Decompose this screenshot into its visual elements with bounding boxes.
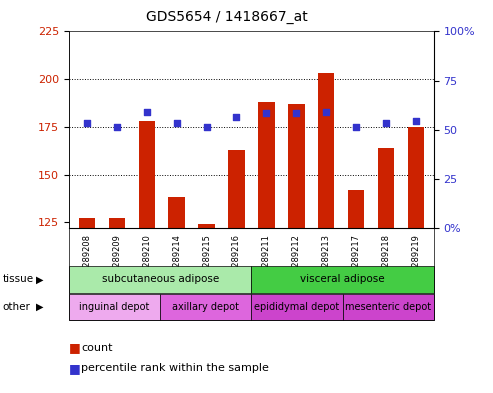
Text: axillary depot: axillary depot	[173, 302, 239, 312]
Point	[262, 110, 270, 117]
Point	[83, 120, 91, 126]
Bar	[258, 102, 275, 228]
Bar	[198, 224, 215, 228]
Bar	[318, 73, 334, 228]
Point	[233, 114, 241, 120]
Text: ■: ■	[69, 362, 81, 375]
Text: epididymal depot: epididymal depot	[254, 302, 340, 312]
Text: ▶: ▶	[35, 302, 43, 312]
Point	[203, 124, 211, 130]
Bar	[348, 190, 364, 228]
Text: GDS5654 / 1418667_at: GDS5654 / 1418667_at	[146, 10, 308, 24]
Bar	[139, 121, 155, 228]
Point	[143, 108, 151, 115]
Text: mesenteric depot: mesenteric depot	[345, 302, 431, 312]
Text: count: count	[81, 343, 113, 353]
Point	[382, 120, 390, 126]
Text: subcutaneous adipose: subcutaneous adipose	[102, 274, 219, 285]
Bar	[79, 219, 95, 228]
Bar	[108, 219, 125, 228]
Point	[412, 118, 420, 124]
Point	[352, 124, 360, 130]
Point	[173, 120, 180, 126]
Text: ▶: ▶	[35, 274, 43, 285]
Text: visceral adipose: visceral adipose	[300, 274, 385, 285]
Bar	[169, 197, 185, 228]
Text: ■: ■	[69, 341, 81, 354]
Point	[322, 108, 330, 115]
Text: inguinal depot: inguinal depot	[79, 302, 150, 312]
Bar	[378, 148, 394, 228]
Text: tissue: tissue	[2, 274, 34, 285]
Bar	[288, 104, 305, 228]
Point	[113, 124, 121, 130]
Bar	[228, 150, 245, 228]
Point	[292, 110, 300, 117]
Text: other: other	[2, 302, 31, 312]
Text: percentile rank within the sample: percentile rank within the sample	[81, 363, 269, 373]
Bar	[408, 127, 424, 228]
